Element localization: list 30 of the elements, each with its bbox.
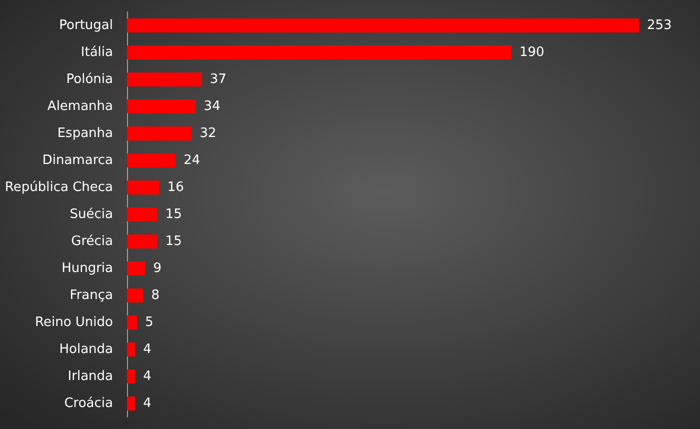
y-tick-label: Holanda	[59, 342, 113, 357]
y-tick-label: Hungria	[62, 261, 113, 276]
data-label: 34	[204, 99, 220, 114]
data-label: 37	[210, 72, 226, 87]
y-tick-label: Itália	[80, 45, 113, 60]
y-tick-label: Dinamarca	[42, 153, 113, 168]
y-tick-label: Suécia	[70, 207, 113, 222]
data-label: 9	[153, 261, 162, 276]
data-label: 190	[520, 45, 544, 60]
data-label: 253	[647, 18, 672, 33]
y-tick-label: Espanha	[57, 126, 113, 141]
data-label: 15	[165, 207, 182, 222]
data-label: 24	[184, 153, 200, 168]
y-tick-label: Croácia	[64, 396, 113, 411]
data-label: 15	[165, 234, 182, 249]
data-label: 5	[145, 315, 154, 330]
y-tick-label: Reino Unido	[35, 315, 114, 330]
y-tick-label: República Checa	[4, 180, 113, 195]
y-tick-label: Grécia	[71, 234, 113, 249]
y-tick-label: Irlanda	[68, 369, 113, 384]
data-label: 4	[143, 342, 152, 357]
data-label: 16	[167, 180, 184, 195]
y-tick-label: França	[70, 288, 113, 303]
y-tick-label: Portugal	[59, 18, 113, 33]
data-label: 8	[151, 288, 160, 303]
y-tick-label: Alemanha	[47, 99, 113, 114]
data-label: 32	[200, 126, 216, 141]
y-tick-label: Polónia	[66, 72, 113, 87]
data-label: 4	[143, 369, 152, 384]
data-label: 4	[143, 396, 152, 411]
